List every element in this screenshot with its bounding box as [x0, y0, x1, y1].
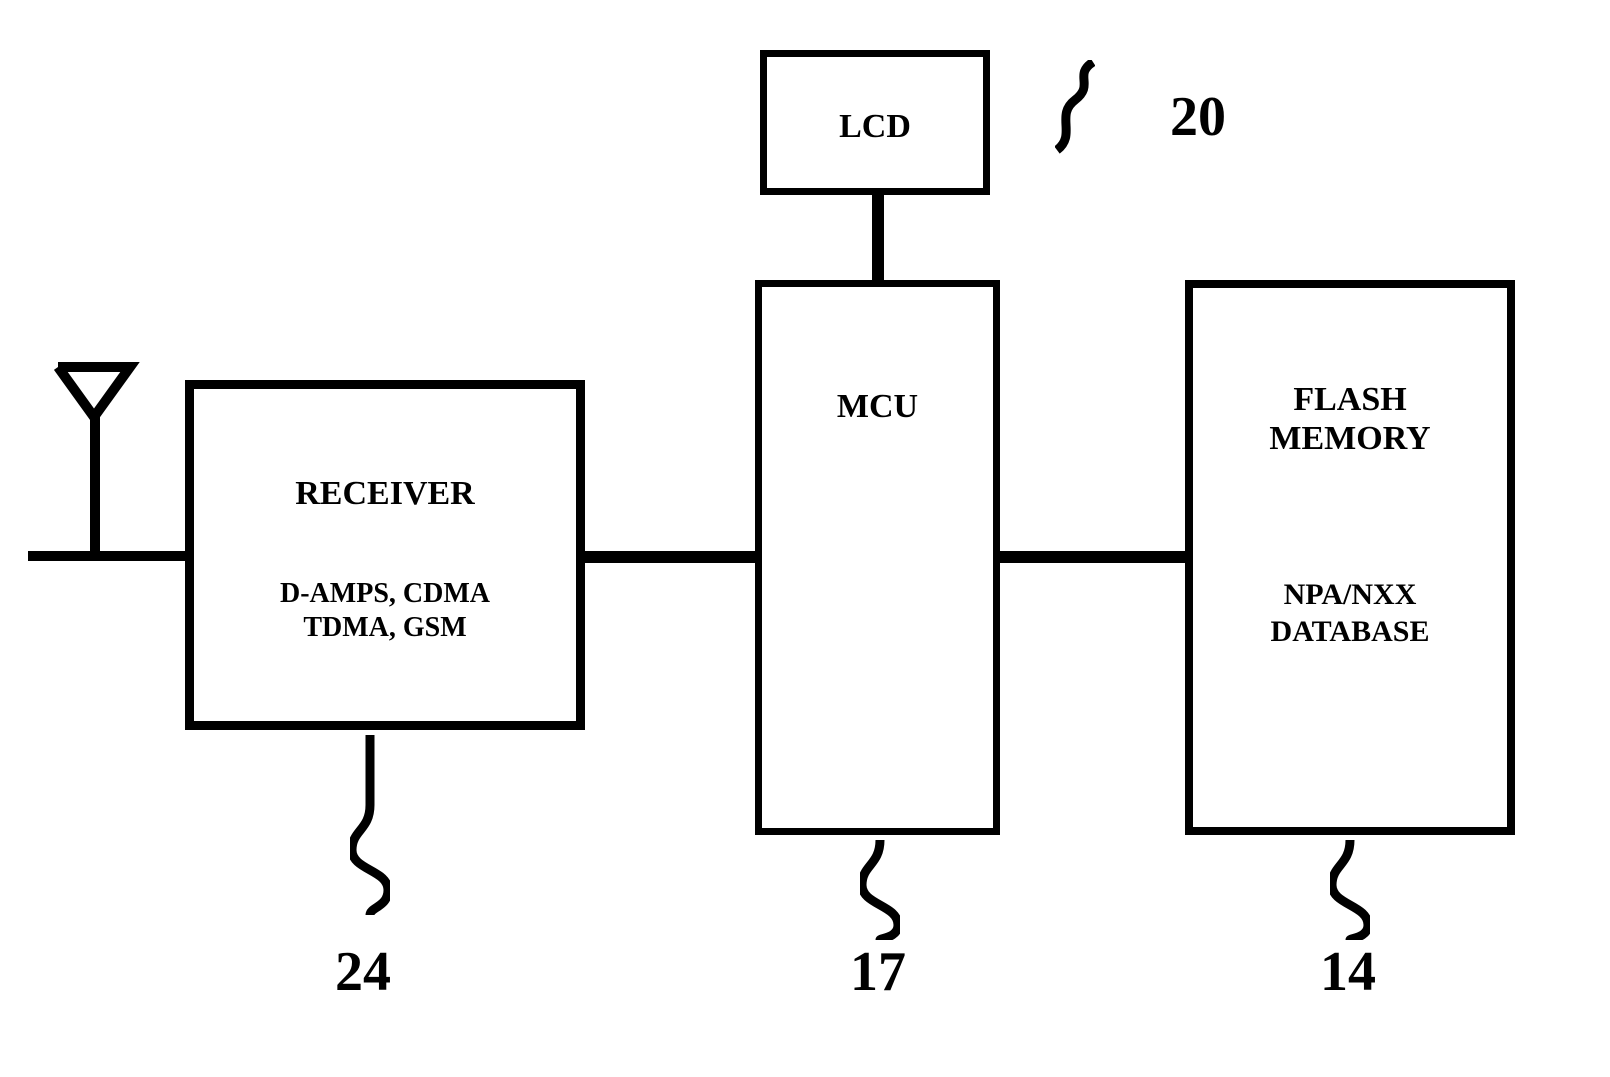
block-mcu-title: MCU — [837, 387, 918, 426]
ref-number-flash: 14 — [1320, 940, 1376, 1004]
block-receiver-sub1: D-AMPS, CDMA — [280, 578, 490, 610]
block-flash-sub1: NPA/NXX — [1284, 578, 1417, 613]
block-flash-title1: FLASH — [1293, 380, 1406, 419]
connector-mcu-flash — [1000, 551, 1185, 563]
block-lcd: LCD — [760, 50, 990, 195]
ref-number-mcu: 17 — [850, 940, 906, 1004]
antenna-icon — [58, 367, 130, 417]
block-mcu: MCU — [755, 280, 1000, 835]
block-receiver-title: RECEIVER — [295, 474, 474, 513]
block-flash-sub2: DATABASE — [1271, 615, 1430, 650]
connector-receiver-mcu — [585, 551, 755, 563]
block-flash: FLASH MEMORY NPA/NXX DATABASE — [1185, 280, 1515, 835]
block-receiver-sub2: TDMA, GSM — [303, 612, 466, 644]
block-receiver: RECEIVER D-AMPS, CDMA TDMA, GSM — [185, 380, 585, 730]
ref-leader-lcd — [1055, 60, 1095, 170]
ref-number-lcd: 20 — [1170, 85, 1226, 149]
ref-number-receiver: 24 — [335, 940, 391, 1004]
antenna-stem — [90, 417, 100, 557]
ref-leader-flash — [1330, 840, 1370, 940]
connector-antenna-receiver — [28, 551, 188, 561]
connector-lcd-mcu — [872, 195, 884, 280]
block-flash-title2: MEMORY — [1269, 419, 1430, 458]
block-lcd-title: LCD — [839, 107, 911, 146]
ref-leader-receiver — [350, 735, 390, 915]
ref-leader-mcu — [860, 840, 900, 940]
diagram-canvas: LCD MCU RECEIVER D-AMPS, CDMA TDMA, GSM … — [0, 0, 1610, 1077]
